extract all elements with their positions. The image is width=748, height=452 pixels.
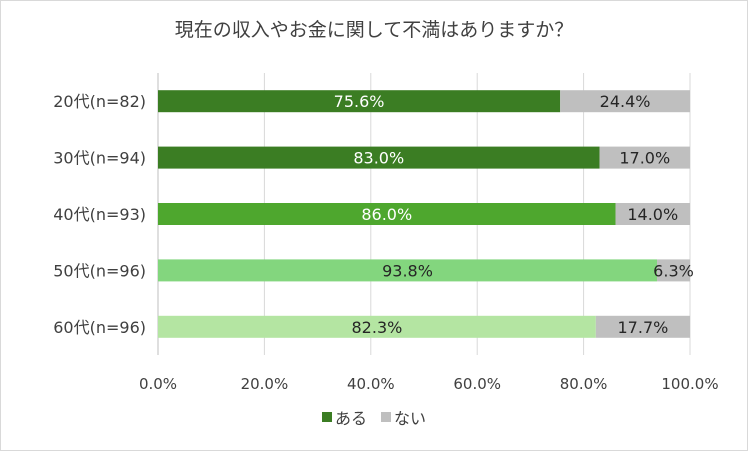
bar-aru xyxy=(158,315,596,338)
legend-label-nai: ない xyxy=(394,409,427,428)
chart-legend: ある ない xyxy=(1,405,747,429)
bar-nai xyxy=(657,259,690,282)
x-tick-label: 40.0% xyxy=(347,375,395,393)
bar-aru xyxy=(158,146,600,169)
data-label-nai: 24.4% xyxy=(600,92,651,111)
x-tick-label: 100.0% xyxy=(661,375,718,393)
bar-aru xyxy=(158,203,616,225)
data-label-nai: 6.3% xyxy=(653,261,694,280)
x-tick-label: 0.0% xyxy=(139,375,177,393)
bar-aru xyxy=(158,259,658,282)
x-tick-label: 60.0% xyxy=(453,375,501,393)
x-tick-label: 20.0% xyxy=(241,375,289,393)
bar-nai xyxy=(615,203,690,225)
bar-nai xyxy=(599,146,690,169)
category-label: 20代(n=82) xyxy=(53,92,146,111)
data-label-aru: 82.3% xyxy=(352,318,403,337)
data-label-aru: 83.0% xyxy=(353,149,404,168)
category-label: 50代(n=96) xyxy=(53,261,146,280)
data-label-nai: 17.0% xyxy=(619,149,670,168)
data-label-aru: 75.6% xyxy=(334,92,385,111)
bar-nai xyxy=(560,90,690,113)
legend-swatch-aru xyxy=(321,412,332,422)
data-label-aru: 86.0% xyxy=(361,205,412,224)
category-label: 40代(n=93) xyxy=(53,205,146,224)
data-label-aru: 93.8% xyxy=(382,261,433,280)
legend-item-nai: ない xyxy=(381,405,426,429)
bar-nai xyxy=(595,315,690,338)
legend-swatch-nai xyxy=(381,412,391,422)
category-label: 30代(n=94) xyxy=(53,149,146,168)
bar-aru xyxy=(158,90,561,113)
data-label-nai: 17.7% xyxy=(618,318,669,337)
category-label: 60代(n=96) xyxy=(53,318,146,337)
x-tick-label: 80.0% xyxy=(560,375,608,393)
data-label-nai: 14.0% xyxy=(627,205,678,224)
chart-title: 現在の収入やお金に関して不満はありますか？ xyxy=(174,19,574,41)
legend-label-aru: ある xyxy=(334,409,367,428)
legend-item-aru: ある xyxy=(321,405,367,429)
